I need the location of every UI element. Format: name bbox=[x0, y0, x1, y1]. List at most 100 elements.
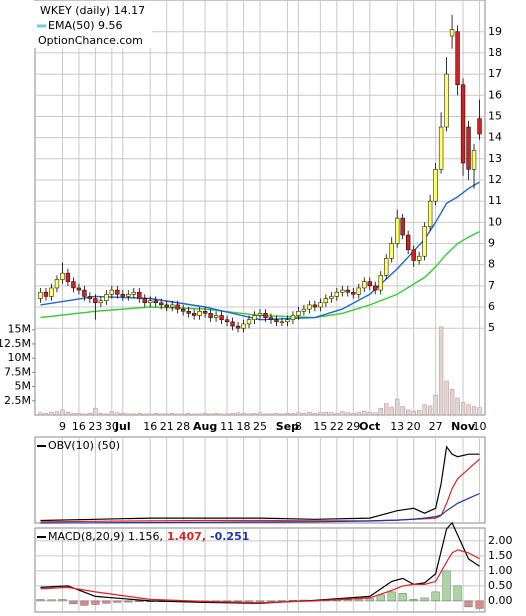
candle-body bbox=[235, 325, 241, 329]
volume-bar bbox=[422, 404, 427, 416]
volume-bar bbox=[296, 412, 301, 416]
legend-box bbox=[34, 1, 152, 48]
candle-body bbox=[334, 291, 340, 297]
y-tick-label: 18 bbox=[488, 46, 502, 59]
histogram-bar bbox=[376, 594, 385, 602]
histogram-bar bbox=[431, 591, 440, 602]
x-tick-label: 9 bbox=[59, 420, 66, 433]
candle-body bbox=[422, 226, 427, 257]
y-tick-label: 19 bbox=[488, 25, 502, 38]
candle-body bbox=[109, 289, 115, 295]
candle-body bbox=[175, 304, 180, 310]
volume-bar bbox=[191, 413, 197, 416]
candle-body bbox=[400, 217, 405, 236]
histogram-bar bbox=[409, 599, 418, 602]
volume-tick-label: 12.5M bbox=[0, 337, 31, 350]
volume-bar bbox=[87, 413, 93, 416]
volume-bar bbox=[433, 394, 438, 416]
legend-label: MACD(8,20,9) 1.156, 1.407, -0.251 bbox=[48, 530, 249, 543]
candle-body bbox=[115, 289, 120, 295]
candle-body bbox=[120, 294, 125, 297]
candle-body bbox=[93, 298, 98, 304]
volume-bar bbox=[219, 413, 224, 416]
candle-body bbox=[71, 281, 76, 289]
x-tick-label: Nov bbox=[451, 420, 476, 433]
volume-bar bbox=[82, 413, 87, 416]
candle-body bbox=[378, 275, 383, 291]
volume-bar bbox=[351, 413, 356, 416]
candle-body bbox=[241, 323, 246, 329]
histogram-bar bbox=[453, 585, 462, 602]
volume-bar bbox=[427, 405, 433, 416]
volume-bar bbox=[334, 413, 340, 416]
volume-bar bbox=[131, 413, 136, 416]
candle-body bbox=[76, 287, 82, 291]
candle-body bbox=[290, 315, 296, 320]
candle-body bbox=[384, 258, 389, 276]
candle-body bbox=[38, 291, 43, 299]
candle-body bbox=[153, 300, 158, 304]
candle-body bbox=[329, 296, 334, 299]
y-tick-label: 11 bbox=[488, 194, 502, 207]
volume-bar bbox=[460, 402, 466, 416]
histogram-bar bbox=[80, 600, 89, 606]
candle-body bbox=[49, 287, 54, 297]
histogram-bar bbox=[91, 600, 100, 605]
legend-part: 1.407, bbox=[167, 530, 206, 543]
volume-bar bbox=[257, 412, 263, 416]
volume-bar bbox=[38, 412, 43, 416]
candle-body bbox=[477, 118, 482, 135]
volume-bar bbox=[279, 413, 285, 416]
candle-body bbox=[449, 29, 455, 37]
volume-bar bbox=[71, 413, 76, 416]
histogram-bar bbox=[234, 600, 243, 602]
indicator-line bbox=[40, 230, 480, 319]
volume-bar bbox=[466, 404, 471, 416]
volume-bar bbox=[449, 389, 455, 416]
y-tick-label: 12 bbox=[488, 173, 502, 186]
candle-body bbox=[186, 311, 191, 314]
volume-bar bbox=[120, 413, 125, 416]
candle-body bbox=[312, 304, 318, 308]
candle-body bbox=[373, 285, 378, 291]
candle-body bbox=[65, 272, 71, 282]
candle-body bbox=[197, 311, 202, 316]
volume-bar bbox=[323, 411, 329, 416]
y-tick-label: 10 bbox=[488, 215, 502, 228]
histogram-bar bbox=[244, 600, 254, 602]
volume-bar bbox=[356, 411, 361, 416]
candle-body bbox=[224, 319, 230, 323]
indicator-line bbox=[40, 492, 480, 524]
candle-body bbox=[301, 308, 307, 312]
candle-body bbox=[395, 217, 400, 244]
histogram-bar bbox=[365, 598, 374, 602]
candle-body bbox=[148, 300, 153, 304]
candle-body bbox=[466, 126, 471, 170]
volume-bar bbox=[367, 411, 372, 416]
x-tick-label: 11 bbox=[220, 420, 234, 433]
candle-body bbox=[340, 289, 345, 293]
y-tick-label: 14 bbox=[488, 131, 502, 144]
candle-body bbox=[202, 311, 208, 314]
volume-bar bbox=[455, 397, 460, 416]
candle-body bbox=[433, 169, 438, 202]
candle-body bbox=[471, 150, 477, 170]
volume-bar bbox=[104, 413, 109, 416]
volume-bar bbox=[389, 406, 394, 416]
candle-body bbox=[307, 304, 312, 310]
x-tick-label: 10 bbox=[473, 420, 487, 433]
candle-body bbox=[263, 313, 268, 318]
candle-body bbox=[98, 300, 104, 304]
volume-bar bbox=[54, 411, 60, 416]
volume-bar bbox=[170, 413, 175, 416]
x-tick-label: Oct bbox=[359, 420, 380, 433]
volume-bar bbox=[153, 413, 158, 416]
volume-bar bbox=[202, 413, 208, 416]
volume-bar bbox=[307, 411, 312, 416]
volume-bar bbox=[444, 380, 449, 416]
histogram-bar bbox=[102, 600, 111, 604]
volume-bar bbox=[395, 398, 400, 416]
volume-bar bbox=[159, 413, 164, 416]
candle-body bbox=[126, 294, 131, 297]
